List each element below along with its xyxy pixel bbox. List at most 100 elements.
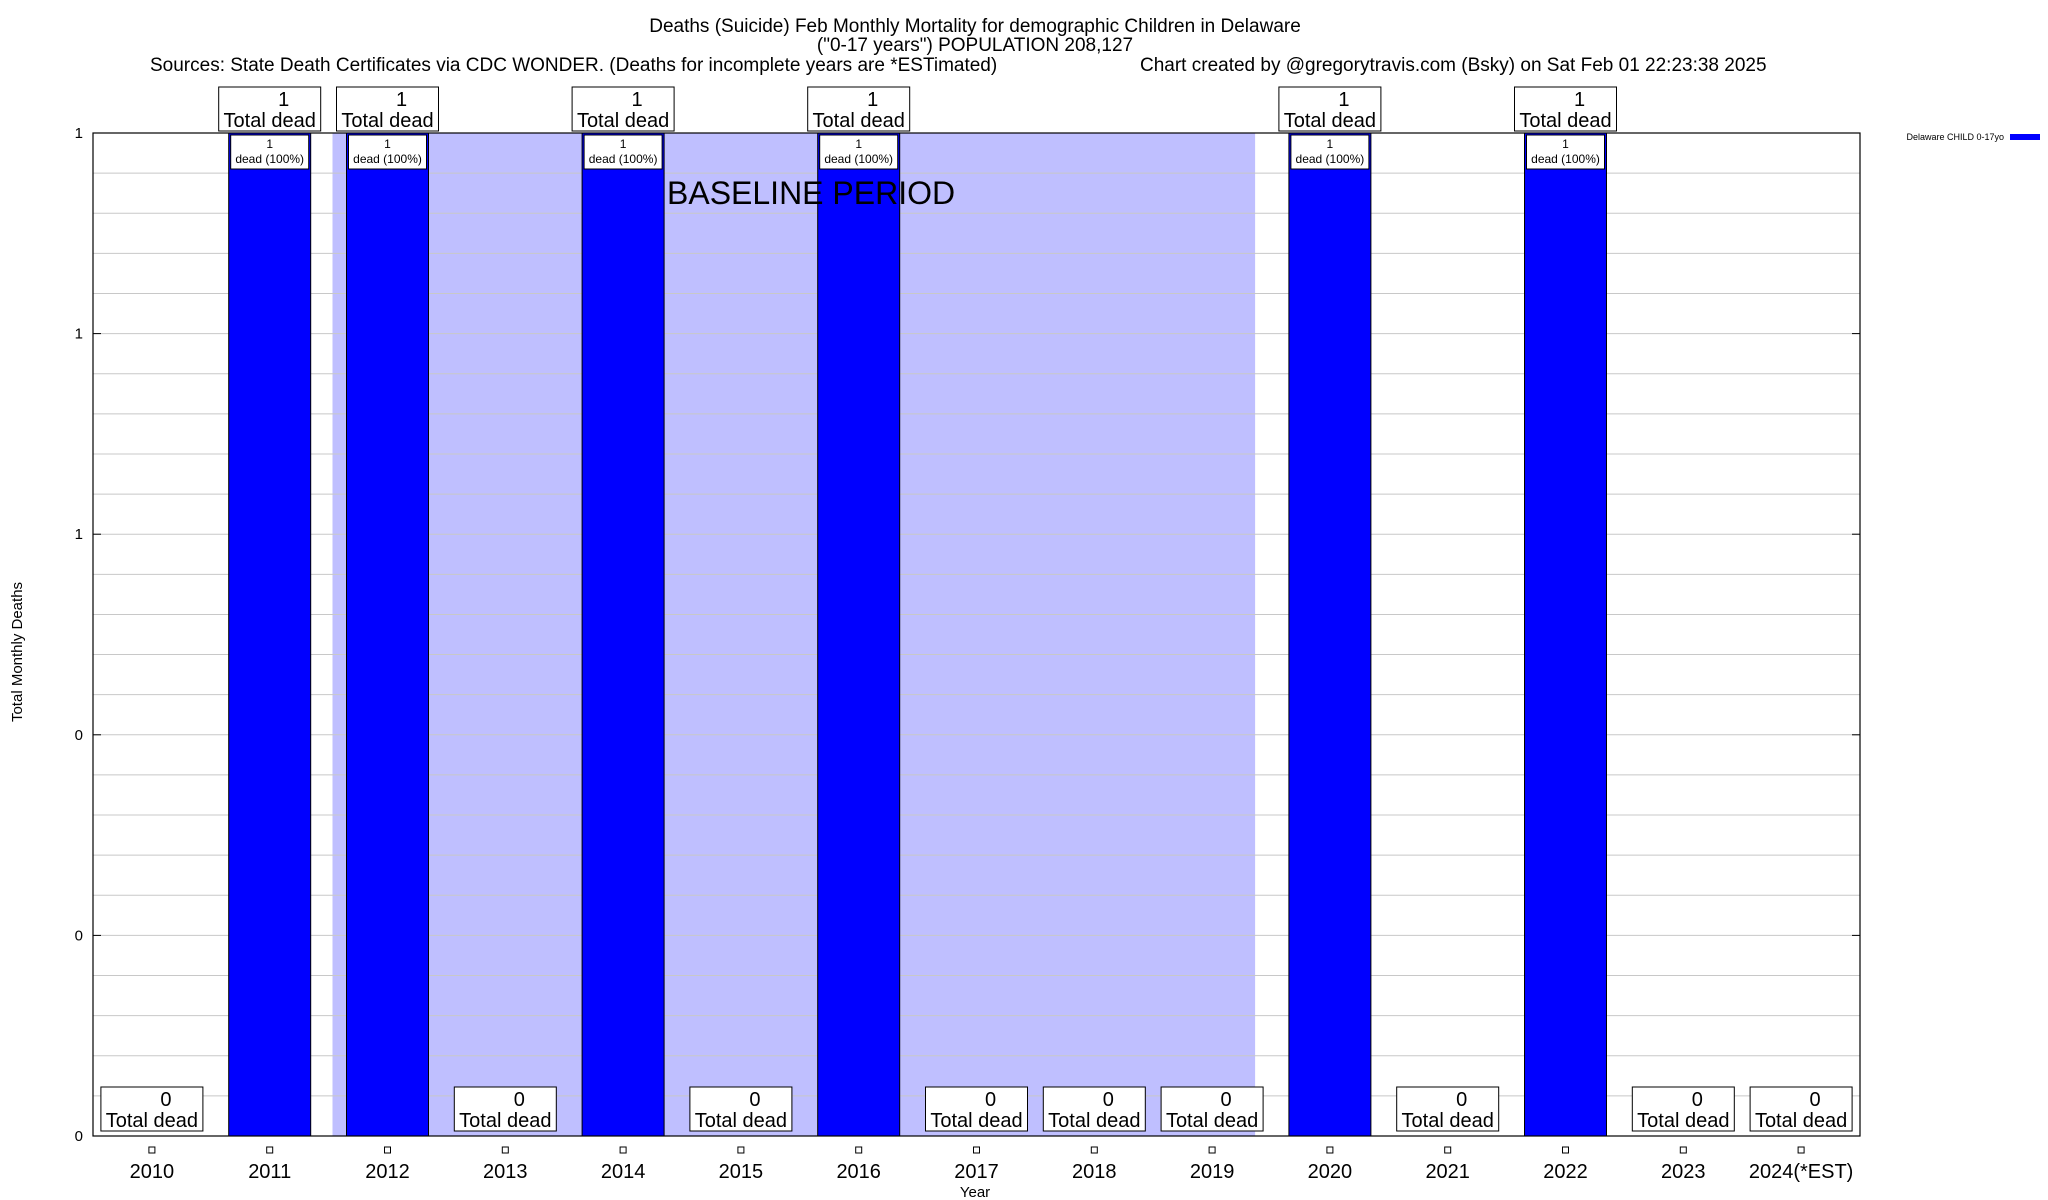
bar bbox=[1288, 132, 1372, 1137]
total-dead-box bbox=[1749, 1086, 1853, 1132]
chart-title-line-2: ("0-17 years") POPULATION 208,127 bbox=[817, 35, 1133, 56]
inner-label-count: 1 bbox=[1327, 137, 1334, 151]
data-label-text: Total dead bbox=[1519, 110, 1611, 132]
data-label-text: Total dead bbox=[1402, 1110, 1494, 1132]
data-label-value: 1 bbox=[632, 89, 643, 111]
x-tick-marker bbox=[737, 1146, 745, 1154]
data-label-value: 0 bbox=[1221, 1089, 1232, 1111]
inner-label-box bbox=[348, 134, 427, 170]
total-dead-box bbox=[1514, 86, 1617, 132]
inner-label-box bbox=[1290, 134, 1370, 170]
inner-label-count: 1 bbox=[855, 137, 862, 151]
inner-label-text: dead (100%) bbox=[353, 152, 422, 166]
bar bbox=[817, 132, 901, 1137]
bar bbox=[1524, 132, 1607, 1137]
inner-label-count: 1 bbox=[266, 137, 273, 151]
x-tick-marker bbox=[1797, 1146, 1805, 1154]
x-tick-label: 2024(*EST) bbox=[1749, 1161, 1854, 1183]
total-dead-box bbox=[100, 1086, 204, 1132]
data-label-value: 0 bbox=[985, 1089, 996, 1111]
x-tick-marker bbox=[1679, 1146, 1687, 1154]
inner-label-text: dead (100%) bbox=[589, 152, 658, 166]
x-tick-marker bbox=[1090, 1146, 1098, 1154]
x-tick-marker bbox=[266, 1146, 274, 1154]
total-dead-box bbox=[218, 86, 322, 132]
y-tick-label: 0 bbox=[75, 727, 83, 744]
chart-title-line-1: Deaths (Suicide) Feb Monthly Mortality f… bbox=[649, 16, 1301, 37]
x-tick-marker bbox=[855, 1146, 863, 1154]
y-tick-label: 1 bbox=[75, 125, 83, 142]
inner-label-text: dead (100%) bbox=[1296, 152, 1365, 166]
data-label-text: Total dead bbox=[106, 1110, 198, 1132]
data-label-text: Total dead bbox=[1284, 110, 1376, 132]
total-dead-box bbox=[336, 86, 439, 132]
x-tick-marker bbox=[973, 1146, 980, 1154]
x-tick-marker bbox=[384, 1146, 391, 1154]
data-label-text: Total dead bbox=[341, 110, 433, 132]
total-dead-box bbox=[1631, 1086, 1735, 1132]
data-label-value: 1 bbox=[867, 89, 878, 111]
total-dead-box bbox=[925, 1086, 1028, 1132]
x-tick-label: 2010 bbox=[130, 1161, 175, 1183]
x-tick-marker bbox=[148, 1146, 156, 1154]
data-label-text: Total dead bbox=[1048, 1110, 1140, 1132]
bar bbox=[228, 132, 312, 1137]
baseline-period-band bbox=[332, 133, 1256, 1136]
bar bbox=[346, 132, 429, 1137]
inner-label-text: dead (100%) bbox=[824, 152, 893, 166]
inner-label-box bbox=[1526, 134, 1605, 170]
x-tick-label: 2013 bbox=[483, 1161, 528, 1183]
data-label-value: 1 bbox=[278, 89, 289, 111]
x-tick-marker bbox=[1326, 1146, 1334, 1154]
total-dead-box bbox=[1278, 86, 1382, 132]
data-label-value: 0 bbox=[160, 1089, 171, 1111]
legend: Delaware CHILD 0-17yo bbox=[1906, 132, 2040, 142]
inner-label-count: 1 bbox=[384, 137, 391, 151]
y-tick-label: 0 bbox=[75, 927, 83, 944]
total-dead-box bbox=[1042, 1086, 1146, 1132]
chart-credit: Chart created by @gregorytravis.com (Bsk… bbox=[1140, 55, 1767, 76]
y-tick-label: 1 bbox=[75, 326, 83, 343]
total-dead-box bbox=[453, 1086, 557, 1132]
data-label-text: Total dead bbox=[695, 1110, 787, 1132]
total-dead-box bbox=[571, 86, 675, 132]
data-label-text: Total dead bbox=[930, 1110, 1022, 1132]
data-label-text: Total dead bbox=[813, 110, 905, 132]
x-tick-label: 2022 bbox=[1543, 1161, 1588, 1183]
total-dead-box bbox=[807, 86, 911, 132]
data-label-value: 1 bbox=[1338, 89, 1349, 111]
x-tick-label: 2014 bbox=[601, 1161, 646, 1183]
data-label-value: 0 bbox=[1810, 1089, 1821, 1111]
plot-frame bbox=[92, 132, 1861, 1137]
x-tick-marker bbox=[1208, 1146, 1216, 1154]
data-label-text: Total dead bbox=[1755, 1110, 1847, 1132]
x-tick-label: 2018 bbox=[1072, 1161, 1117, 1183]
data-label-value: 0 bbox=[749, 1089, 760, 1111]
data-label-value: 1 bbox=[396, 89, 407, 111]
data-label-value: 0 bbox=[1103, 1089, 1114, 1111]
x-tick-label: 2016 bbox=[836, 1161, 881, 1183]
data-label-text: Total dead bbox=[224, 110, 316, 132]
x-tick-marker bbox=[1562, 1146, 1569, 1154]
bar bbox=[581, 132, 665, 1137]
y-axis-label: Total Monthly Deaths bbox=[9, 582, 26, 722]
data-label-text: Total dead bbox=[577, 110, 669, 132]
x-tick-label: 2021 bbox=[1425, 1161, 1470, 1183]
y-tick-label: 1 bbox=[75, 526, 83, 543]
data-label-value: 0 bbox=[514, 1089, 525, 1111]
legend-swatch bbox=[2010, 134, 2040, 140]
data-label-text: Total dead bbox=[1637, 1110, 1729, 1132]
total-dead-box bbox=[689, 1086, 793, 1132]
total-dead-box bbox=[1396, 1086, 1500, 1132]
x-tick-label: 2012 bbox=[365, 1161, 410, 1183]
x-tick-label: 2011 bbox=[248, 1161, 291, 1183]
y-tick-label: 0 bbox=[75, 1128, 83, 1145]
legend-series-name: Delaware CHILD 0-17yo bbox=[1906, 132, 2004, 142]
inner-label-box bbox=[819, 134, 899, 170]
x-tick-marker bbox=[619, 1146, 627, 1154]
inner-label-text: dead (100%) bbox=[235, 152, 304, 166]
data-label-value: 0 bbox=[1456, 1089, 1467, 1111]
inner-label-count: 1 bbox=[1562, 137, 1569, 151]
x-tick-marker bbox=[1444, 1146, 1452, 1154]
inner-label-box bbox=[583, 134, 663, 170]
